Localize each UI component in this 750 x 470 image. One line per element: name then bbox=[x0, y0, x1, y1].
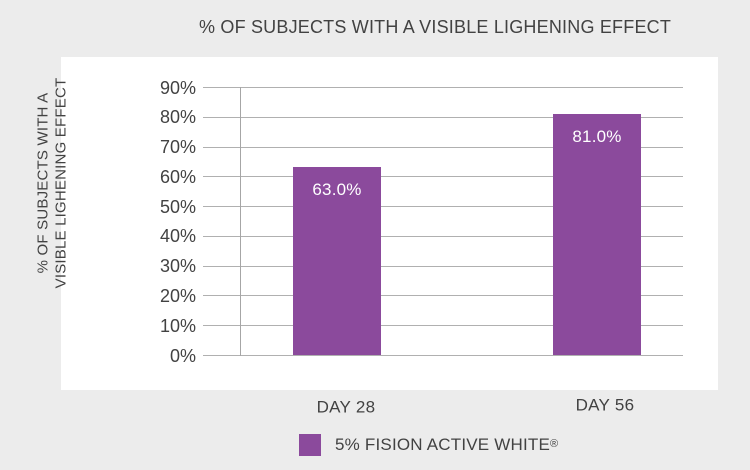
gridline-10- bbox=[203, 325, 683, 327]
y-axis-title: % OF SUBJECTS WITH A VISIBLE LIGHENING E… bbox=[35, 78, 70, 289]
plot-panel: 0% 10% 20% 30% 40% 50% 60% 70% 80% 90% 63.0% 81.0% bbox=[61, 57, 718, 390]
gridline-90- bbox=[203, 87, 683, 88]
bar-day-56: 81.0% bbox=[553, 113, 641, 355]
y-tick-label-70-: 70% bbox=[159, 137, 196, 158]
gridline-80- bbox=[203, 116, 683, 118]
y-axis-title-line1: % OF SUBJECTS WITH A bbox=[34, 92, 52, 274]
y-tick-label-10-: 10% bbox=[159, 315, 196, 336]
bar-day-28: 63.0% bbox=[293, 167, 381, 355]
y-tick-label-0-: 0% bbox=[169, 345, 196, 366]
y-tick-label-30-: 30% bbox=[159, 256, 196, 277]
x-tick-label-day-28: DAY 28 bbox=[316, 397, 376, 417]
y-tick-label-40-: 40% bbox=[159, 226, 196, 247]
bar-value-label-day-56: 81.0% bbox=[572, 126, 622, 146]
gridline-50- bbox=[203, 206, 683, 208]
y-tick-label-90-: 90% bbox=[159, 77, 196, 98]
bar-value-label-day-28: 63.0% bbox=[312, 180, 362, 200]
y-axis-line bbox=[240, 87, 241, 356]
gridline-20- bbox=[203, 295, 683, 297]
y-axis-title-line2: VISIBLE LIGHENING EFFECT bbox=[52, 77, 69, 289]
y-tick-label-80-: 80% bbox=[159, 107, 196, 128]
y-tick-label-20-: 20% bbox=[159, 285, 196, 306]
gridline-30- bbox=[203, 265, 683, 267]
x-tick-label-day-56: DAY 56 bbox=[575, 395, 635, 415]
y-tick-label-60-: 60% bbox=[159, 166, 196, 187]
legend-label-text: 5% FISION ACTIVE WHITE bbox=[335, 435, 551, 454]
gridline-60- bbox=[203, 176, 683, 178]
gridline-40- bbox=[203, 235, 683, 237]
registered-trademark-mark: ® bbox=[550, 438, 559, 450]
y-tick-label-50-: 50% bbox=[159, 196, 196, 217]
chart-title: % OF SUBJECTS WITH A VISIBLE LIGHENING E… bbox=[198, 17, 672, 37]
legend-label: 5% FISION ACTIVE WHITE® bbox=[335, 434, 558, 456]
gridline-70- bbox=[203, 146, 683, 148]
gridline-0- bbox=[203, 355, 683, 356]
legend-swatch bbox=[299, 434, 321, 456]
legend: 5% FISION ACTIVE WHITE® bbox=[299, 434, 558, 456]
